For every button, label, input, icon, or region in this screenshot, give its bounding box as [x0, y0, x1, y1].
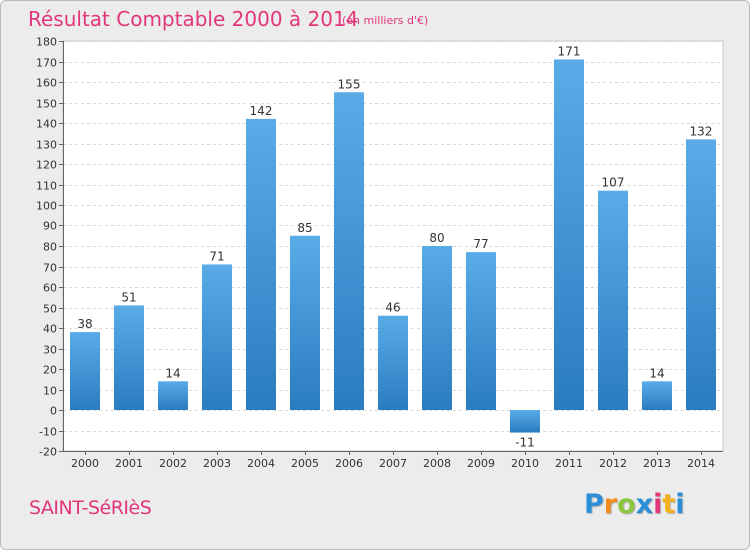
y-tick-label: 40 — [43, 323, 57, 336]
y-tick-label: 50 — [43, 303, 57, 316]
x-tick-label-2014: 2014 — [687, 457, 715, 470]
y-tick-label: 80 — [43, 241, 57, 254]
bar-2000 — [70, 332, 100, 410]
y-tick-label: 70 — [43, 262, 57, 275]
y-tick-label: 120 — [36, 159, 57, 172]
data-label-2001: 51 — [121, 290, 136, 304]
x-tick-label-2006: 2006 — [335, 457, 363, 470]
logo-letter: r — [603, 489, 618, 520]
data-label-2014: 132 — [690, 124, 713, 138]
y-tick-label: 100 — [36, 200, 57, 213]
y-tick-label: 20 — [43, 364, 57, 377]
town-name: SAINT-SéRIèS — [29, 497, 152, 519]
data-label-2002: 14 — [165, 366, 180, 380]
y-tick-label: 170 — [36, 57, 57, 70]
data-label-2011: 171 — [558, 44, 581, 58]
bar-2002 — [158, 381, 188, 410]
x-tick-label-2005: 2005 — [291, 457, 319, 470]
chart-subtitle: (en milliers d'€) — [342, 14, 429, 27]
bar-2008 — [422, 246, 452, 410]
bar-2005 — [290, 235, 320, 410]
x-tick-label-2008: 2008 — [423, 457, 451, 470]
data-label-2004: 142 — [250, 104, 273, 118]
data-label-2006: 155 — [338, 77, 361, 91]
bar-2007 — [378, 315, 408, 410]
bar-2011 — [554, 59, 584, 410]
x-tick-label-2001: 2001 — [115, 457, 143, 470]
bar-2013 — [642, 381, 672, 410]
logo-letter: i — [675, 489, 685, 520]
bar-2004 — [246, 118, 276, 411]
chart-title: Résultat Comptable 2000 à 2014 — [28, 7, 359, 31]
y-tick-label: -20 — [39, 446, 57, 459]
x-tick-label-2003: 2003 — [203, 457, 231, 470]
data-label-2008: 80 — [429, 231, 444, 245]
y-tick-label: 140 — [36, 118, 57, 131]
bar-2003 — [202, 264, 232, 410]
bar-2014 — [686, 139, 716, 410]
y-tick-label: 180 — [36, 36, 57, 49]
data-label-2010: -11 — [515, 436, 535, 450]
bar-2010 — [510, 410, 540, 433]
logo-letter: x — [635, 489, 654, 520]
x-tick-label-2007: 2007 — [379, 457, 407, 470]
x-tick-label-2010: 2010 — [511, 457, 539, 470]
data-label-2007: 46 — [385, 301, 400, 315]
y-tick-label: 130 — [36, 139, 57, 152]
data-label-2003: 71 — [209, 249, 224, 263]
bar-2009 — [466, 252, 496, 410]
proxiti-logo[interactable]: Proxiti — [584, 489, 685, 520]
y-tick-label: -10 — [39, 426, 57, 439]
logo-letter: i — [653, 489, 663, 520]
y-tick-label: 60 — [43, 282, 57, 295]
bar-2012 — [598, 190, 628, 410]
y-tick-label: 110 — [36, 180, 57, 193]
x-tick-label-2000: 2000 — [71, 457, 99, 470]
data-label-2005: 85 — [297, 221, 312, 235]
logo-letter: o — [617, 489, 636, 520]
bar-2006 — [334, 92, 364, 410]
data-label-2009: 77 — [473, 237, 488, 251]
y-tick-label: 0 — [50, 405, 57, 418]
logo-letter: P — [584, 489, 604, 520]
x-tick-label-2013: 2013 — [643, 457, 671, 470]
data-label-2013: 14 — [649, 366, 664, 380]
x-tick-label-2002: 2002 — [159, 457, 187, 470]
data-label-2000: 38 — [77, 317, 92, 331]
y-tick-label: 150 — [36, 98, 57, 111]
y-tick-label: 30 — [43, 344, 57, 357]
logo-letter: t — [662, 489, 676, 520]
x-tick-label-2004: 2004 — [247, 457, 275, 470]
data-label-2012: 107 — [602, 176, 625, 190]
bar-2001 — [114, 305, 144, 410]
x-tick-label-2012: 2012 — [599, 457, 627, 470]
x-tick-label-2011: 2011 — [555, 457, 583, 470]
y-tick-label: 90 — [43, 220, 57, 233]
x-tick-label-2009: 2009 — [467, 457, 495, 470]
y-tick-label: 160 — [36, 77, 57, 90]
y-tick-label: 10 — [43, 385, 57, 398]
